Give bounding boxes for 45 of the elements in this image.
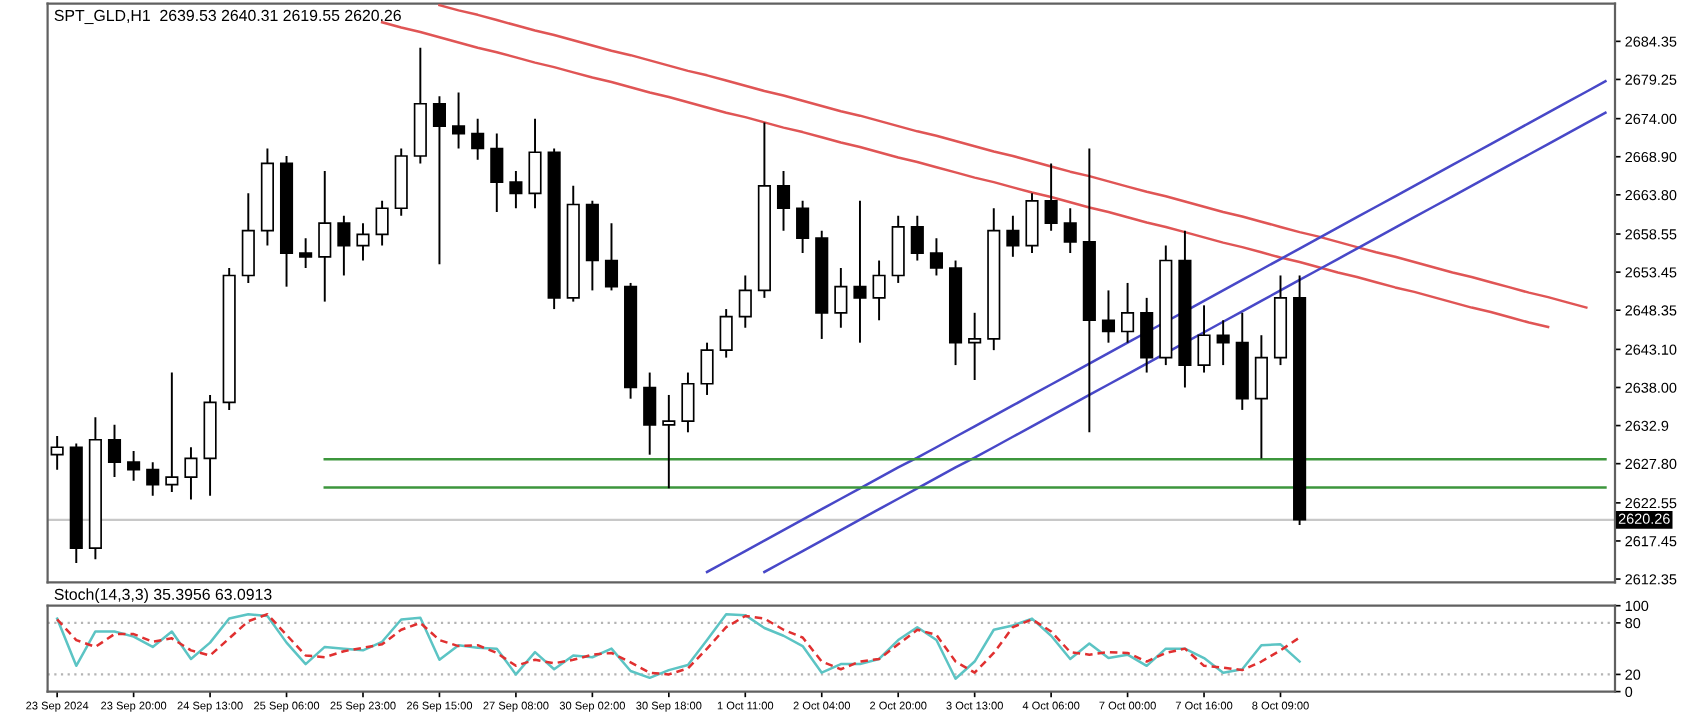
candlestick [146, 461, 160, 497]
candlestick [432, 95, 447, 266]
candlestick [127, 450, 141, 482]
candlestick [853, 199, 867, 344]
candlestick [604, 222, 619, 292]
candlestick [509, 169, 523, 210]
line-series [438, 3, 1588, 309]
candlestick [318, 169, 332, 303]
candlestick [929, 237, 943, 277]
candlestick [738, 274, 752, 329]
candlestick [968, 311, 982, 381]
candlestick [910, 214, 924, 262]
candlestick [662, 393, 676, 490]
candlestick [356, 222, 370, 262]
candlestick [776, 169, 791, 232]
candlestick [1254, 334, 1268, 460]
candlestick [1025, 192, 1039, 255]
candlestick [1216, 319, 1230, 367]
candlestick [241, 192, 255, 284]
candlestick [490, 132, 504, 213]
candlestick [375, 199, 389, 247]
candlestick [337, 214, 351, 277]
candlestick [165, 371, 179, 494]
candlestick [643, 371, 657, 456]
candlestick [1006, 214, 1020, 258]
line-series [380, 21, 1550, 329]
candlestick [834, 267, 848, 329]
candlestick [1101, 289, 1116, 344]
candlestick [1140, 296, 1154, 374]
candlestick [1121, 281, 1135, 344]
candlestick [451, 91, 466, 150]
candlestick [681, 371, 695, 434]
candlestick [1197, 304, 1211, 374]
candlestick [471, 117, 485, 161]
candlestick [796, 199, 810, 255]
candlestick [528, 117, 542, 210]
candlestick [719, 308, 733, 359]
candlestick [872, 259, 886, 322]
candlestick [299, 237, 313, 269]
candlestick [700, 341, 714, 396]
candlestick [1063, 207, 1077, 255]
candlestick [50, 435, 64, 471]
candlestick [107, 423, 122, 479]
candlestick [1044, 162, 1058, 232]
candlestick [184, 446, 198, 501]
